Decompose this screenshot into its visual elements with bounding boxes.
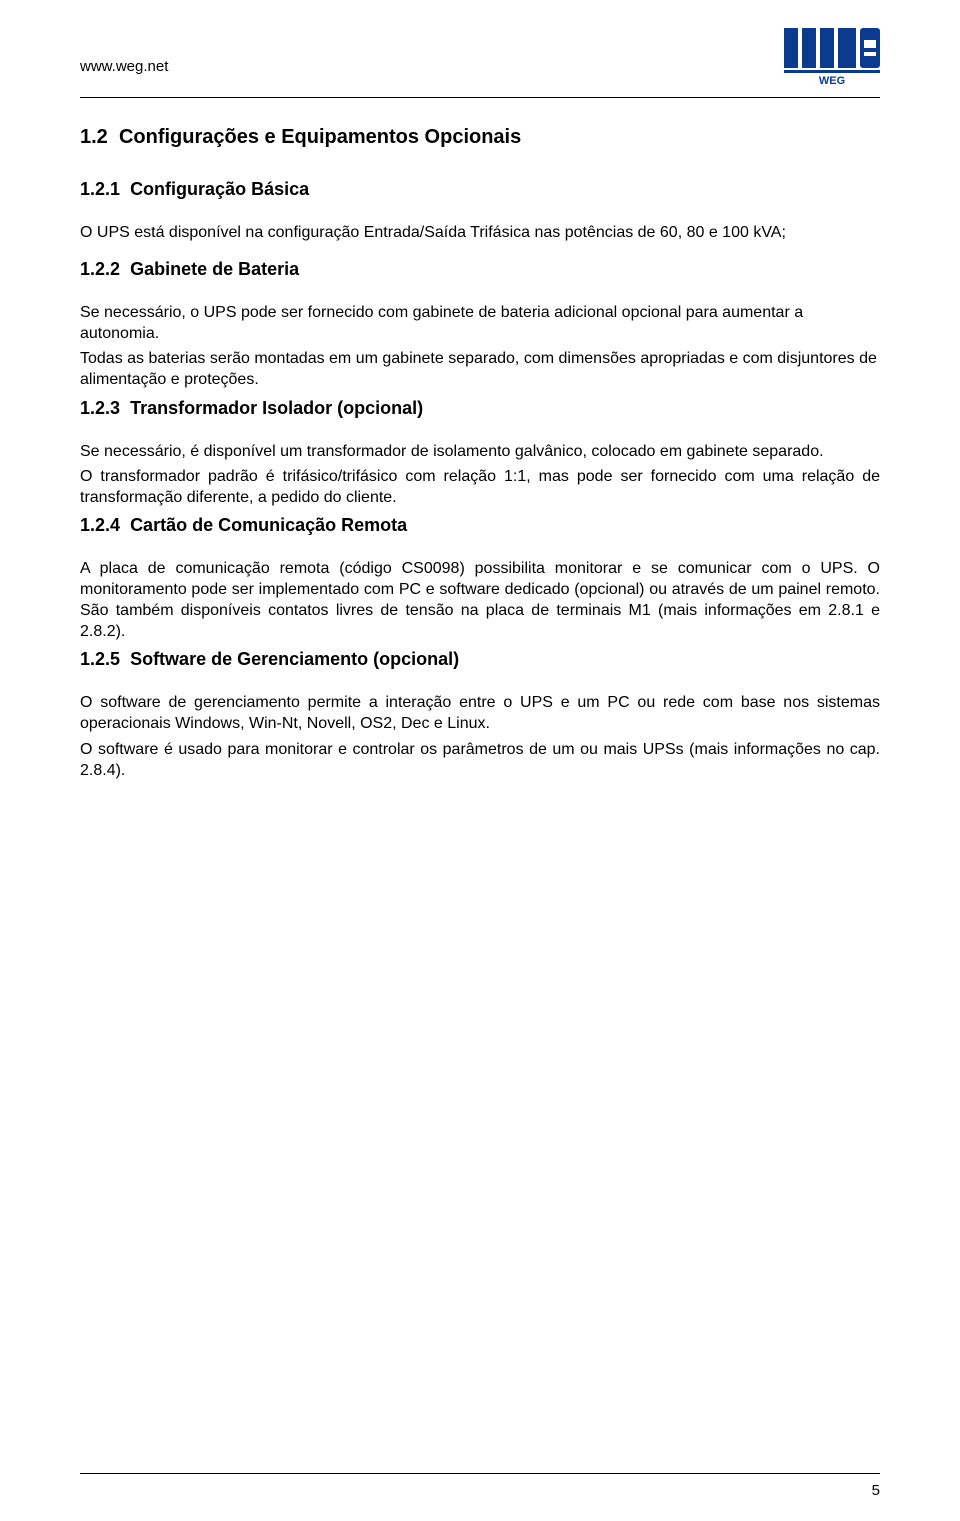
heading-text: Gabinete de Bateria [130,259,299,279]
heading-number: 1.2 [80,126,108,148]
heading-number: 1.2.2 [80,259,120,279]
heading-text: Transformador Isolador (opcional) [130,398,423,418]
weg-logo: WEG [784,28,880,91]
header-divider [80,97,880,98]
header-url: www.weg.net [80,58,168,75]
heading-text: Software de Gerenciamento (opcional) [130,649,459,669]
heading-1-2-1: 1.2.1 Configuração Básica [80,179,880,200]
heading-1-2-4: 1.2.4 Cartão de Comunicação Remota [80,515,880,536]
paragraph: O software de gerenciamento permite a in… [80,692,880,734]
paragraph: Se necessário, é disponível um transform… [80,441,880,462]
heading-1-2-5: 1.2.5 Software de Gerenciamento (opciona… [80,649,880,670]
page-header: www.weg.net WEG [80,28,880,91]
heading-number: 1.2.5 [80,649,120,669]
footer-divider [80,1473,880,1474]
paragraph: Todas as baterias serão montadas em um g… [80,348,880,390]
heading-text: Configuração Básica [130,179,309,199]
heading-number: 1.2.1 [80,179,120,199]
svg-text:WEG: WEG [819,75,845,86]
page-footer: 5 [80,1473,880,1499]
heading-number: 1.2.3 [80,398,120,418]
paragraph: O transformador padrão é trifásico/trifá… [80,466,880,508]
paragraph: Se necessário, o UPS pode ser fornecido … [80,302,880,344]
heading-1-2: 1.2 Configurações e Equipamentos Opciona… [80,126,880,149]
heading-text: Cartão de Comunicação Remota [130,515,407,535]
heading-1-2-3: 1.2.3 Transformador Isolador (opcional) [80,398,880,419]
paragraph: O software é usado para monitorar e cont… [80,739,880,781]
heading-text: Configurações e Equipamentos Opcionais [119,126,521,148]
heading-number: 1.2.4 [80,515,120,535]
heading-1-2-2: 1.2.2 Gabinete de Bateria [80,259,880,280]
page-number: 5 [80,1482,880,1499]
paragraph: A placa de comunicação remota (código CS… [80,558,880,642]
paragraph: O UPS está disponível na configuração En… [80,222,880,243]
